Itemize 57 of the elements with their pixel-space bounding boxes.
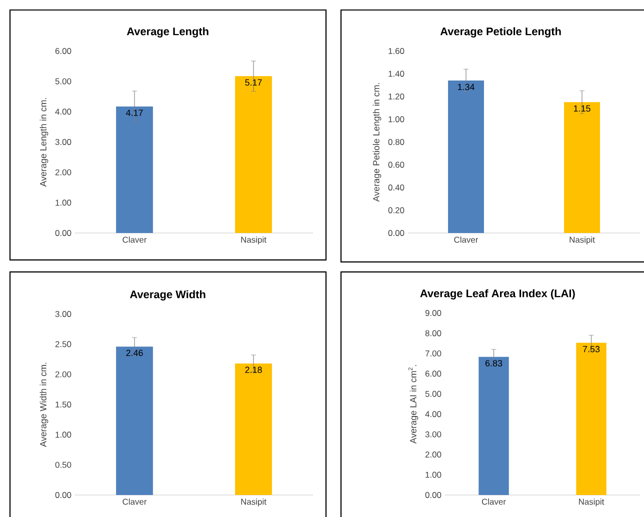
y-tick-label: 4.00 <box>425 411 442 418</box>
x-tick-label: Claver <box>122 236 147 243</box>
y-tick-label: 0.20 <box>388 207 404 214</box>
y-axis-title: Average Length in cm. <box>40 98 48 187</box>
x-tick-label: Nasipit <box>241 498 266 506</box>
chart-title: Average Petiole Length <box>440 27 561 38</box>
y-tick-label: 1.40 <box>388 70 404 77</box>
chart-title: Average Leaf Area Index (LAI) <box>420 289 575 300</box>
y-tick-label: 2.50 <box>55 341 72 348</box>
data-label: 1.15 <box>574 105 590 112</box>
y-tick-label: 1.00 <box>56 432 72 438</box>
y-tick-label: 2.00 <box>55 169 72 176</box>
x-tick-label: Claver <box>122 498 147 505</box>
y-tick-label: 5.00 <box>425 390 442 397</box>
y-tick-label: 6.00 <box>55 48 72 54</box>
y-tick-label: 1.60 <box>388 48 404 54</box>
y-tick-label: 1.20 <box>388 93 404 100</box>
y-tick-label: 2.00 <box>55 371 72 378</box>
data-label: 2.46 <box>126 350 143 356</box>
y-tick-label: 0.00 <box>55 492 72 498</box>
chart-title: Average Length <box>126 27 208 38</box>
y-tick-label: 2.00 <box>425 452 442 458</box>
y-tick-label: 3.00 <box>55 138 72 145</box>
y-tick-label: 0.00 <box>425 492 442 498</box>
x-tick-label: Claver <box>454 236 478 243</box>
y-tick-label: 0.00 <box>388 230 404 236</box>
y-tick-label: 7.00 <box>425 350 442 356</box>
x-tick-label: Nasipit <box>241 236 266 244</box>
y-axis-title: Average Petiole Length in cm. <box>372 83 382 202</box>
x-tick-label: Nasipit <box>579 498 604 506</box>
x-tick-label: Nasipit <box>570 236 595 244</box>
y-tick-label: 5.00 <box>55 78 72 84</box>
y-axis-title: Average Width in cm. <box>40 362 48 447</box>
y-tick-label: 9.00 <box>425 310 442 316</box>
y-tick-label: 3.00 <box>55 310 72 317</box>
y-tick-label: 0.00 <box>55 230 72 236</box>
y-tick-label: 0.60 <box>388 162 404 168</box>
y-tick-label: 4.00 <box>55 108 72 115</box>
y-tick-label: 1.50 <box>56 401 72 408</box>
y-tick-label: 6.00 <box>425 370 442 377</box>
data-label: 1.34 <box>458 84 474 90</box>
y-tick-label: 1.00 <box>56 200 72 206</box>
y-tick-label: 1.00 <box>388 116 404 122</box>
y-axis-title: Average LAI in cm$^{2}$. <box>408 365 418 444</box>
y-tick-label: 1.00 <box>426 472 442 478</box>
y-tick-label: 0.50 <box>55 462 72 468</box>
data-label: 6.83 <box>485 360 502 366</box>
y-tick-label: 0.40 <box>388 184 404 190</box>
data-label: 2.18 <box>245 366 262 374</box>
y-tick-label: 0.80 <box>388 138 404 145</box>
y-tick-label: 8.00 <box>425 330 442 336</box>
data-label: 4.17 <box>126 110 143 116</box>
data-label: 5.17 <box>245 79 262 86</box>
chart-title: Average Width <box>130 290 206 300</box>
y-tick-label: 3.00 <box>425 431 442 438</box>
x-tick-label: Claver <box>482 498 506 505</box>
data-label: 7.53 <box>582 346 600 352</box>
